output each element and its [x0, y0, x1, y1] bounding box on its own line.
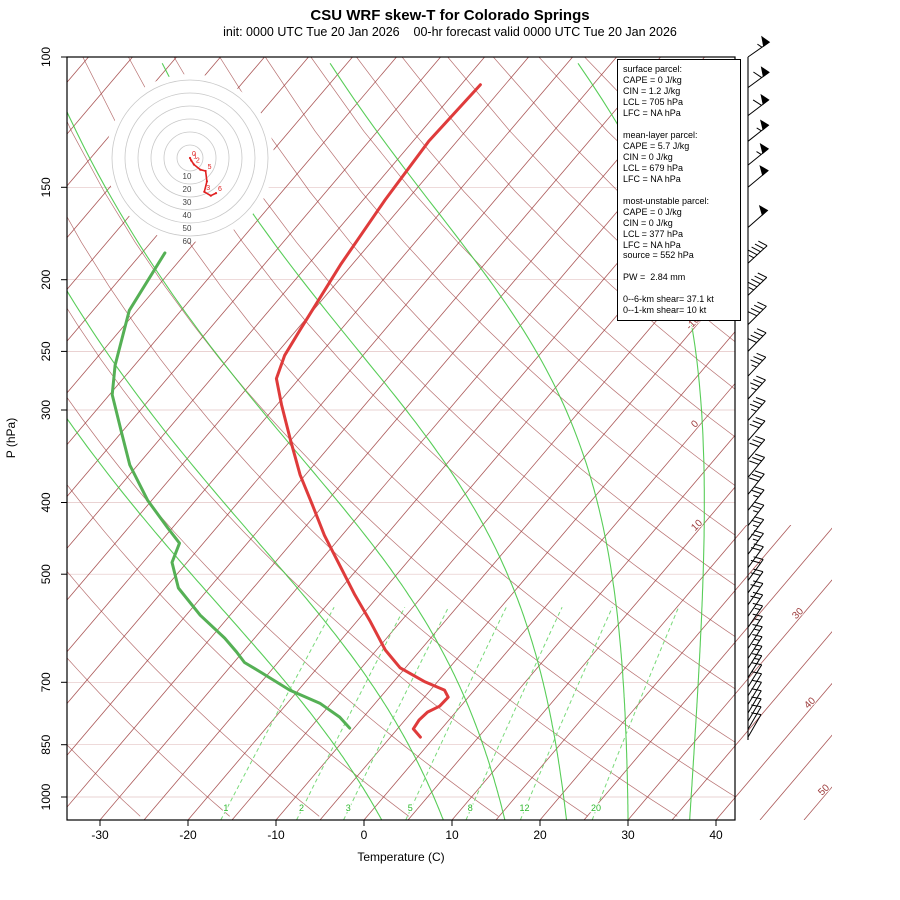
svg-text:300: 300 — [39, 400, 53, 420]
svg-text:2: 2 — [196, 158, 200, 165]
svg-text:400: 400 — [39, 492, 53, 512]
svg-text:20: 20 — [533, 828, 547, 842]
chart-title: CSU WRF skew-T for Colorado Springs — [310, 7, 590, 24]
svg-text:200: 200 — [39, 269, 53, 289]
dewpoint-trace — [110, 251, 352, 730]
svg-text:8: 8 — [468, 803, 473, 813]
svg-text:20: 20 — [591, 803, 601, 813]
svg-text:20: 20 — [183, 185, 192, 194]
svg-text:5: 5 — [208, 164, 212, 171]
svg-text:1000: 1000 — [39, 783, 53, 810]
svg-text:5: 5 — [408, 803, 413, 813]
svg-text:100: 100 — [39, 47, 53, 67]
svg-text:30: 30 — [621, 828, 635, 842]
svg-text:10: 10 — [689, 518, 705, 534]
svg-text:60: 60 — [183, 237, 192, 246]
svg-text:0: 0 — [192, 151, 196, 158]
svg-text:500: 500 — [39, 564, 53, 584]
svg-text:150: 150 — [39, 177, 53, 197]
svg-text:40: 40 — [802, 695, 818, 711]
svg-text:3: 3 — [206, 185, 210, 192]
mixing-ratio-lines — [220, 606, 680, 820]
svg-text:0: 0 — [689, 418, 701, 430]
moist-adiabat-lines — [67, 62, 705, 820]
svg-text:1: 1 — [223, 803, 228, 813]
svg-text:40: 40 — [709, 828, 723, 842]
hodograph: 10 20 30 40 50 60 012 5 3 6 — [106, 74, 274, 246]
svg-text:-30: -30 — [91, 828, 109, 842]
svg-text:10: 10 — [445, 828, 459, 842]
svg-text:30: 30 — [790, 606, 806, 622]
svg-text:40: 40 — [183, 211, 192, 220]
svg-text:6: 6 — [218, 186, 222, 193]
svg-text:0: 0 — [361, 828, 368, 842]
y-axis-title: P (hPa) — [4, 418, 18, 458]
svg-text:250: 250 — [39, 341, 53, 361]
svg-text:12: 12 — [519, 803, 529, 813]
svg-text:1: 1 — [193, 154, 197, 161]
svg-text:10: 10 — [183, 172, 192, 181]
temperature-trace — [274, 83, 482, 739]
svg-text:3: 3 — [346, 803, 351, 813]
svg-text:2: 2 — [299, 803, 304, 813]
parcel-info-box: surface parcel: CAPE = 0 J/kg CIN = 1.2 … — [617, 59, 741, 322]
svg-text:700: 700 — [39, 672, 53, 692]
x-axis-title: Temperature (C) — [357, 850, 444, 864]
chart-subtitle: init: 0000 UTC Tue 20 Jan 2026 00-hr for… — [223, 25, 677, 39]
svg-text:-10: -10 — [267, 828, 285, 842]
svg-text:850: 850 — [39, 734, 53, 754]
mixing-ratio-labels: 1 2 3 5 8 12 20 — [222, 802, 602, 815]
wind-barbs — [747, 35, 771, 740]
svg-text:50: 50 — [183, 224, 192, 233]
svg-text:30: 30 — [183, 198, 192, 207]
svg-text:50: 50 — [816, 782, 832, 798]
svg-text:-20: -20 — [179, 828, 197, 842]
